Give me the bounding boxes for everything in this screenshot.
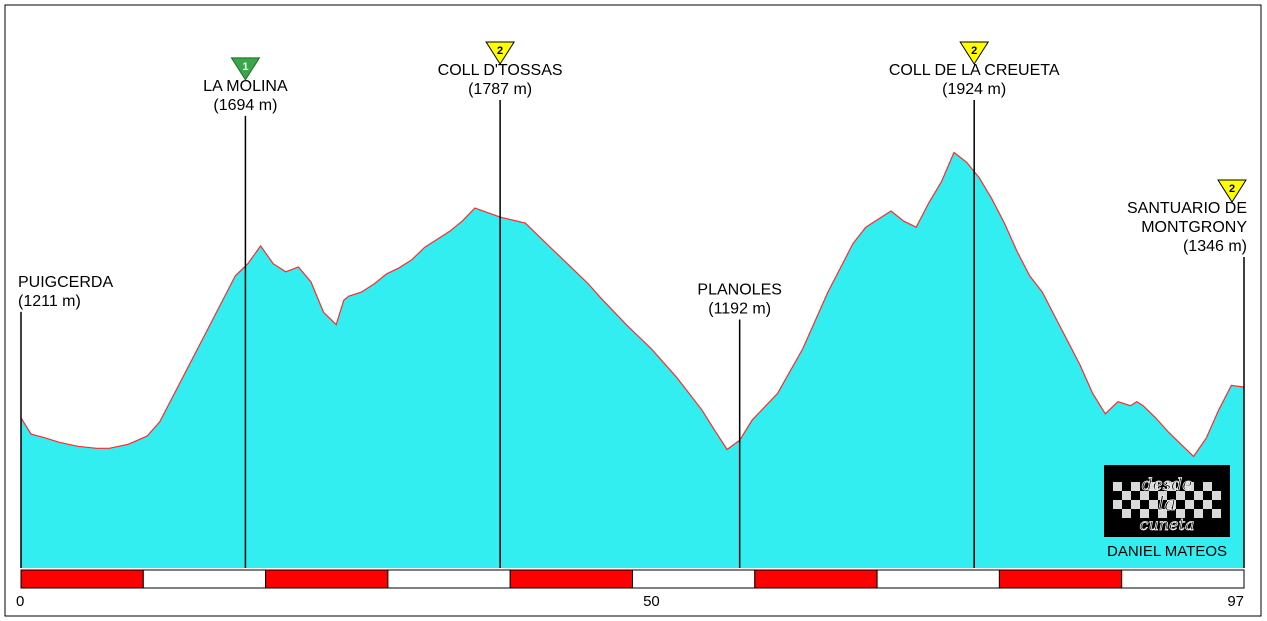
location-name: PUIGCERDA [18,274,113,291]
distance-stripe-segment [142,569,267,589]
location-elevation: (1192 m) [708,301,771,318]
distance-stripe-group [20,569,1245,589]
climb-category-number: 2 [971,45,977,57]
distance-stripe-segment [998,569,1123,589]
location-name: LA MOLINA [203,78,288,95]
distance-stripe-segment [754,569,878,589]
distance-stripe-segment [632,569,756,589]
location-elevation: (1787 m) [468,81,532,98]
profile-line [20,151,1245,458]
climb-category-icon [959,41,990,65]
climb-category-number: 1 [242,61,248,73]
climb-category-number: 2 [497,45,503,57]
x-tick-label: 97 [1227,593,1244,610]
climb-category-icon [1217,179,1247,203]
distance-stripe-segment [876,569,1000,589]
logo-text-desde: desde [1142,475,1193,495]
location-poles-group [20,100,1245,568]
x-tick-label: 0 [16,593,24,610]
x-tick-label: 50 [643,593,660,610]
location-name: COLL D'TOSSAS [438,62,563,79]
climb-category-icon [485,41,516,65]
distance-stripe-segment [387,569,511,589]
location-name: PLANOLES [697,282,781,299]
climb-category-icon [230,57,261,81]
x-tick-labels-group: 0 50 97 [16,593,1244,610]
location-name: MONTGRONY [1141,219,1247,236]
location-labels-group: (1211 m) PUIGCERDA (1694 m) LA MOLINA 1 (1787… [18,41,1247,318]
location-elevation: (1924 m) [942,81,1006,98]
location-elevation: (1694 m) [213,97,277,114]
logo: desde la cuneta [1104,465,1230,537]
location-name: COLL DE LA CREUETA [889,62,1060,79]
location-elevation: (1211 m) [18,293,81,310]
logo-text-cuneta: cuneta [1139,515,1194,534]
location-name: SANTUARIO DE [1127,200,1247,217]
profile-area-group [20,151,1245,568]
distance-stripe-segment [265,569,389,589]
logo-text-la: la [1158,491,1176,515]
distance-stripe-segment [20,569,144,589]
location-elevation: (1346 m) [1183,238,1247,255]
author-credit: DANIEL MATEOS [1107,543,1227,560]
distance-stripe-segment [509,569,634,589]
distance-stripe-segment [1121,569,1245,589]
checkered-flag-icon [1113,482,1221,518]
profile-area [21,152,1244,568]
climb-category-number: 2 [1229,183,1235,195]
